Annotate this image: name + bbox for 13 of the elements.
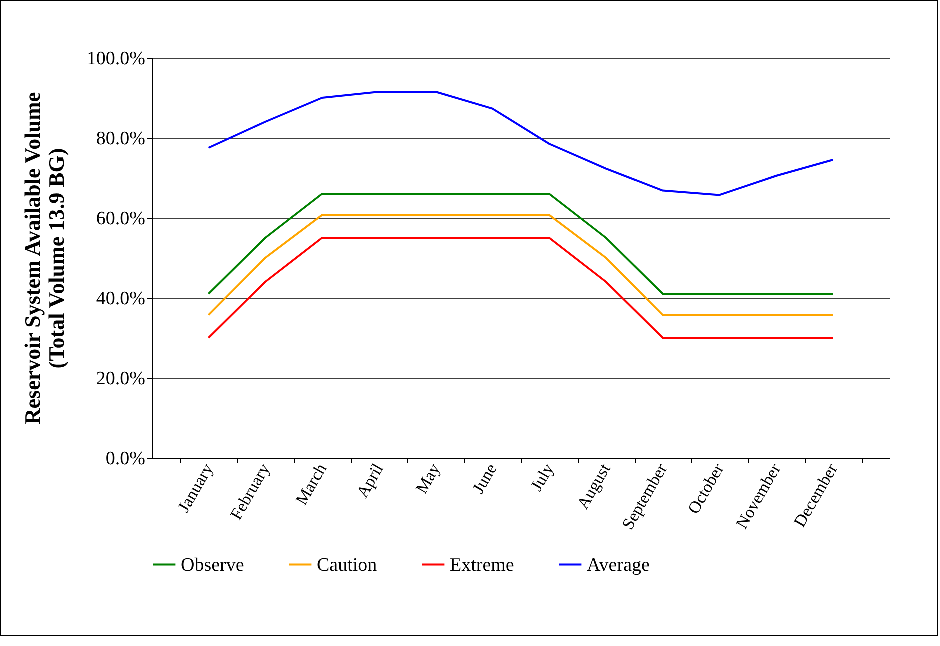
x-tick-label: July bbox=[527, 460, 558, 495]
y-tick-label: 0.0% bbox=[106, 448, 146, 470]
y-tick-label: 60.0% bbox=[96, 208, 146, 230]
legend-label: Observe bbox=[181, 554, 244, 576]
legend-label: Extreme bbox=[450, 554, 514, 576]
legend-label: Caution bbox=[317, 554, 378, 576]
y-tick-label: 40.0% bbox=[96, 288, 146, 310]
legend-label: Average bbox=[587, 554, 650, 576]
y-tick-label: 20.0% bbox=[96, 368, 146, 390]
y-tick-label: 80.0% bbox=[96, 128, 146, 150]
y-tick-label: 100.0% bbox=[86, 48, 146, 70]
line-series bbox=[208, 91, 834, 196]
y-axis-title: Reservoir System Available Volume (Total Volume 13.9 BG) bbox=[20, 92, 69, 425]
